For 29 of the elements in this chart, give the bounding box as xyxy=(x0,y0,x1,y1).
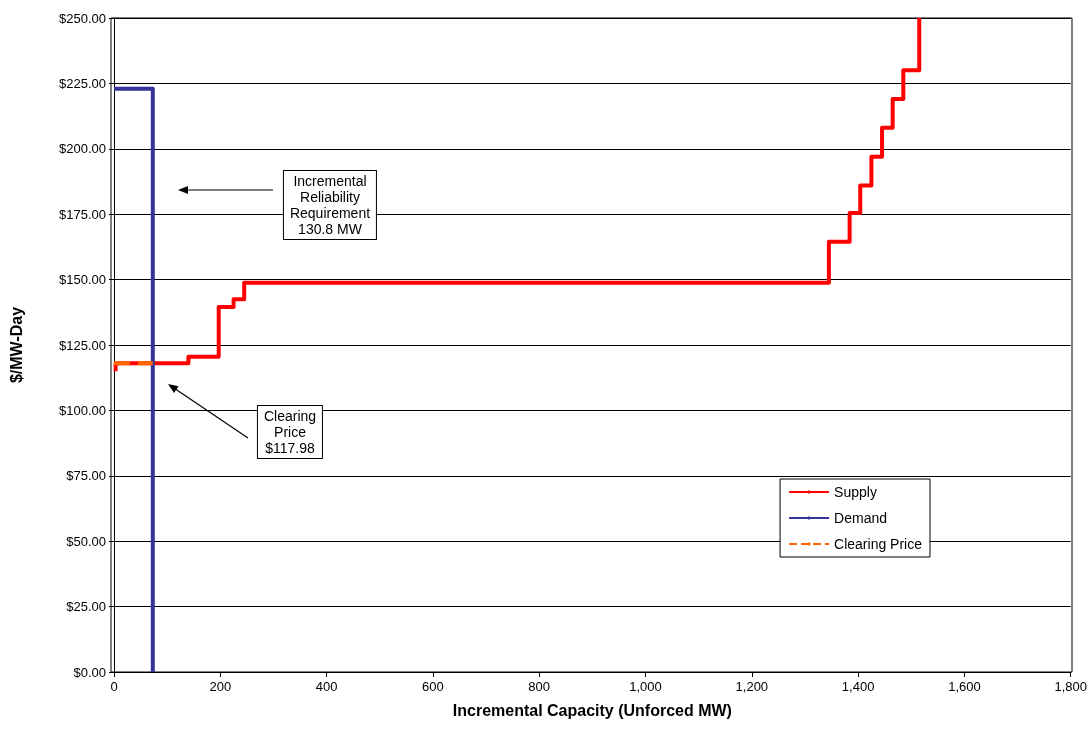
legend-label: Clearing Price xyxy=(834,536,923,552)
annotation: Incremental Reliability Requirement 130.8 MW xyxy=(282,170,378,240)
x-axis-title: Incremental Capacity (Unforced MW) xyxy=(452,701,732,719)
x-tick-label: 1,200 xyxy=(735,679,769,694)
y-tick-label: $175.00 xyxy=(59,206,106,222)
x-tick-label: 1,600 xyxy=(948,679,981,694)
y-axis-title: $/MW-Day xyxy=(7,306,25,384)
y-tick-label: $100.00 xyxy=(59,402,106,418)
x-tick-label: 400 xyxy=(315,679,338,694)
y-tick-label: $200.00 xyxy=(59,141,106,157)
x-tick-label: 800 xyxy=(528,679,551,694)
legend-label: Supply xyxy=(834,484,877,500)
x-tick-label: 1,800 xyxy=(1054,679,1088,694)
line-series xyxy=(113,16,922,374)
x-tick-label: 200 xyxy=(209,679,232,694)
legend-label: Demand xyxy=(834,510,887,526)
x-tick-label: 600 xyxy=(422,679,444,694)
y-tick-label: $25.00 xyxy=(66,599,106,615)
y-tick-label: $50.00 xyxy=(66,533,106,549)
y-tick-label: $0.00 xyxy=(73,664,106,680)
y-tick-label: $125.00 xyxy=(59,337,106,353)
x-tick-label: 1,000 xyxy=(629,679,662,694)
x-tick-label: 1,400 xyxy=(841,679,875,694)
y-tick-label: $225.00 xyxy=(59,75,106,91)
x-tick-label: 0 xyxy=(110,679,118,694)
annotation: Clearing Price $117.98 xyxy=(256,405,324,459)
y-tick-label: $250.00 xyxy=(59,10,106,26)
y-tick-label: $75.00 xyxy=(66,468,106,484)
y-tick-label: $150.00 xyxy=(59,272,106,288)
